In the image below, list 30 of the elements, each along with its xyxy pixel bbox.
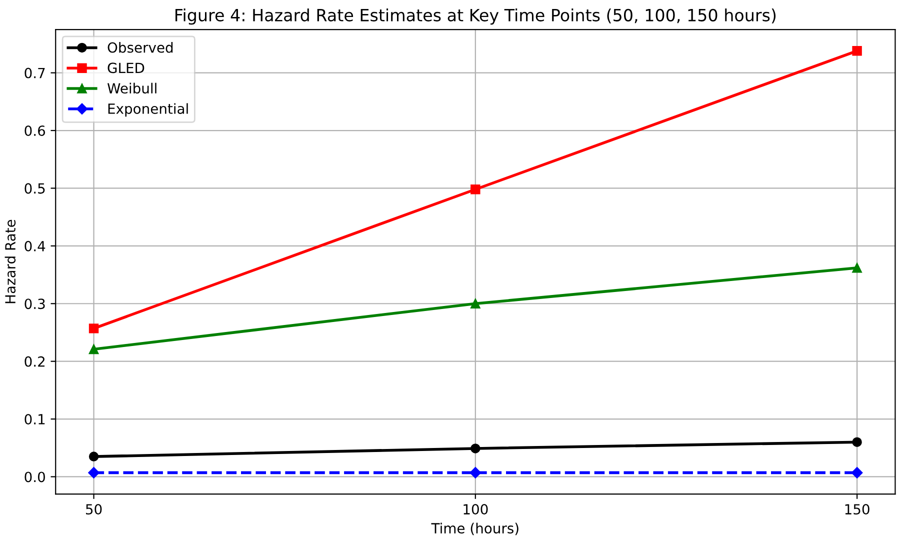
chart-title: Figure 4: Hazard Rate Estimates at Key Time Points (50, 100, 150 hours) [175,8,776,25]
y-tick-label: 0.4 [24,240,46,252]
point [470,184,480,194]
y-tick-label: 0.1 [24,414,45,424]
legend-label: Exponential [108,103,188,117]
point [470,298,480,308]
point [88,467,100,478]
y-tick-label: 0.5 [24,183,45,194]
point [88,344,99,354]
point [470,467,482,478]
point [851,467,863,478]
x-tick-label: 150 [845,504,870,515]
legend-label: Observed [108,42,173,53]
y-tick-label: 0.2 [24,356,44,367]
x-tick-label: 50 [86,504,102,515]
x-tick-label: 100 [464,504,488,515]
point [852,437,862,447]
y-tick-label: 0.3 [24,298,45,310]
point [88,324,99,334]
y-axis-title: Hazard Rate [4,220,16,304]
y-tick-label: 0.7 [24,68,45,78]
y-tick-label: 0.0 [24,472,45,482]
point [470,444,480,454]
x-axis-title: Time (hours) [431,522,518,536]
point [88,452,99,462]
legend-label: GLED [108,62,144,74]
y-tick-label: 0.6 [24,125,46,136]
point [852,262,862,273]
point [852,46,862,56]
legend-label: Weibull [107,82,156,94]
